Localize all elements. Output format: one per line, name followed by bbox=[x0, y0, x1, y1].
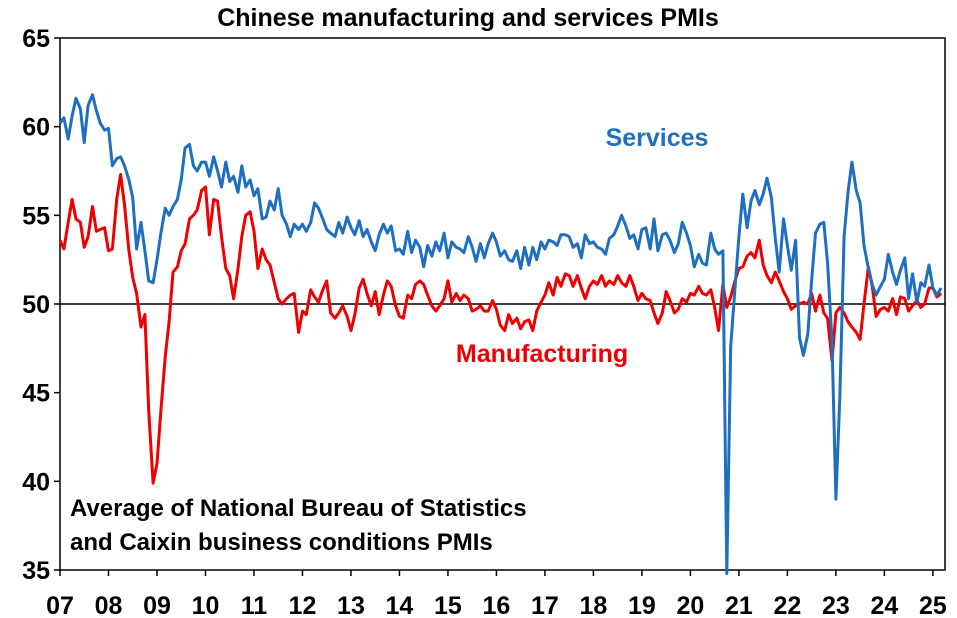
x-tick-label: 15 bbox=[434, 592, 462, 618]
y-tick-label: 35 bbox=[22, 557, 50, 585]
y-tick-label: 60 bbox=[22, 114, 50, 142]
x-tick-label: 24 bbox=[870, 592, 898, 618]
x-tick-label: 10 bbox=[192, 592, 220, 618]
y-tick-label: 40 bbox=[22, 468, 50, 496]
series-lines bbox=[58, 93, 943, 575]
x-tick-label: 11 bbox=[241, 592, 268, 618]
y-tick-label: 65 bbox=[22, 25, 50, 53]
x-tick-label: 20 bbox=[677, 592, 705, 618]
x-tick-label: 13 bbox=[337, 592, 365, 618]
series-label-services: Services bbox=[606, 124, 709, 152]
x-tick-label: 19 bbox=[628, 592, 656, 618]
y-tick-label: 45 bbox=[22, 380, 50, 408]
x-tick-label: 21 bbox=[725, 592, 753, 618]
x-tick-label: 16 bbox=[483, 592, 511, 618]
x-tick-label: 07 bbox=[46, 592, 74, 618]
chart-title: Chinese manufacturing and services PMIs bbox=[217, 4, 719, 32]
x-tick-label: 08 bbox=[95, 592, 123, 618]
x-axis-ticks: 07 08 09 10 11 12 13 14 15 16 17 18 19 20 21 22 23 24 25 bbox=[46, 570, 947, 618]
x-tick-label: 17 bbox=[531, 592, 559, 618]
x-tick-label: 25 bbox=[919, 592, 947, 618]
series-label-manufacturing: Manufacturing bbox=[456, 340, 628, 368]
y-tick-label: 50 bbox=[22, 291, 50, 319]
series-line-services bbox=[58, 93, 943, 575]
annotation-line-2: and Caixin business conditions PMIs bbox=[70, 529, 493, 556]
x-tick-label: 12 bbox=[289, 592, 317, 618]
annotation-line-1: Average of National Bureau of Statistics bbox=[70, 495, 527, 522]
y-tick-label: 55 bbox=[22, 202, 50, 230]
x-tick-label: 14 bbox=[386, 592, 414, 618]
x-tick-label: 23 bbox=[822, 592, 850, 618]
y-axis-ticks: 35 40 45 50 55 60 65 bbox=[22, 25, 60, 585]
x-tick-label: 18 bbox=[580, 592, 608, 618]
x-tick-label: 09 bbox=[143, 592, 171, 618]
x-tick-label: 22 bbox=[773, 592, 801, 618]
series-line-manufacturing bbox=[58, 173, 943, 485]
